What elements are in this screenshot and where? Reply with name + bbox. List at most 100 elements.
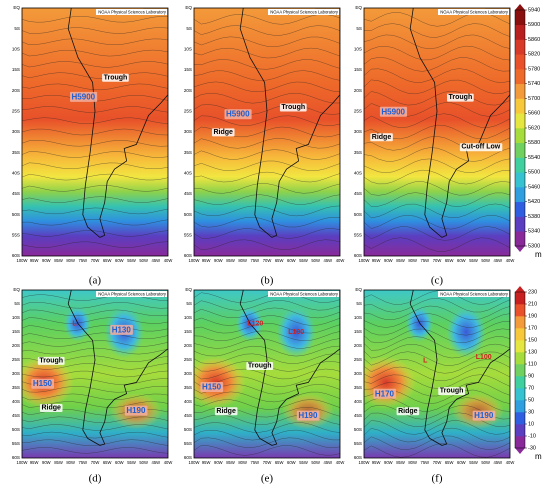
- contour-line: [364, 366, 510, 382]
- lat-label: 25S: [354, 109, 362, 114]
- contour-line: [22, 83, 168, 90]
- colorbar-segment: [515, 304, 525, 317]
- colorbar-segment: [515, 316, 525, 329]
- lon-label: 80W: [408, 460, 417, 465]
- annotation-box: [211, 128, 235, 137]
- colorbar-segment: [515, 113, 525, 129]
- coastline: [67, 8, 168, 238]
- annotation-box: [379, 106, 408, 117]
- colorbar-unit: m: [535, 250, 542, 259]
- contour-line: [364, 158, 510, 174]
- contour-line: [194, 25, 340, 36]
- lat-label: 60S: [184, 455, 192, 460]
- low-blob: [63, 305, 92, 342]
- lon-label: 70W: [433, 460, 442, 465]
- annotation-box: [472, 410, 496, 421]
- lon-label: 50W: [311, 460, 320, 465]
- lat-label: 5S: [14, 26, 20, 31]
- lat-label: 40S: [354, 399, 362, 404]
- contour-line: [194, 307, 340, 319]
- lon-label: 60W: [457, 258, 466, 263]
- lon-label: 70W: [263, 258, 272, 263]
- lon-label: 60W: [287, 460, 296, 465]
- map-panel: NOAA Physical Sciences Laboratory EQ 5S 10S…: [184, 287, 345, 485]
- colorbar-tick-label: 150: [528, 337, 537, 343]
- contour-line: [22, 151, 168, 158]
- annotation: H190: [298, 411, 318, 420]
- panel-label: (e): [261, 473, 274, 485]
- annotation-box: [438, 387, 465, 396]
- colorbar-tick-label: 5460: [528, 184, 540, 190]
- annotation: H170: [375, 389, 395, 398]
- colorbar-segment: [515, 216, 525, 232]
- contour-line: [22, 302, 168, 309]
- lat-label: 30S: [12, 371, 20, 376]
- colorbar-tick-label: 10: [528, 421, 534, 427]
- annotation: H5900: [226, 110, 250, 119]
- colorbar-segment: [515, 172, 525, 188]
- annotation: Trough: [39, 357, 63, 364]
- colorbar-segment: [515, 364, 525, 377]
- lon-label: 50W: [139, 258, 148, 263]
- lat-label: 55S: [12, 441, 20, 446]
- colorbar-tick-label: 5500: [528, 170, 540, 176]
- annotation-box: [70, 91, 98, 102]
- lat-label: EQ: [185, 5, 192, 10]
- colorbar-segment: [515, 69, 525, 85]
- lat-label: 25S: [12, 109, 20, 114]
- lat-label: 30S: [12, 129, 20, 134]
- lat-label: 40S: [12, 399, 20, 404]
- lon-label: 95W: [202, 258, 211, 263]
- lon-label: 65W: [103, 258, 112, 263]
- lat-label: 40S: [184, 171, 192, 176]
- colorbar-tick-label: 170: [528, 325, 537, 331]
- panel-label: (b): [261, 275, 274, 287]
- annotation: H190: [474, 411, 494, 420]
- colorbar-segment: [515, 400, 525, 413]
- annotation-box: [373, 388, 397, 399]
- annotation-box: [246, 361, 274, 370]
- colorbar-segment: [515, 352, 525, 365]
- colorbar-tick-label: 5740: [528, 81, 540, 87]
- lon-label: 90W: [384, 258, 393, 263]
- contour-line: [194, 239, 340, 250]
- colorbar-segment: [515, 54, 525, 70]
- lat-label: 35S: [184, 150, 192, 155]
- contour-line: [22, 230, 168, 237]
- lat-label: 5S: [356, 26, 362, 31]
- lat-label: 55S: [12, 233, 20, 238]
- contour-line: [364, 290, 510, 305]
- colorbar-tick-label: 130: [528, 349, 537, 355]
- colorbar-segment: [515, 128, 525, 144]
- lon-label: 55W: [127, 460, 136, 465]
- contour-line: [364, 336, 510, 351]
- contour-line: [22, 340, 168, 347]
- colorbar-tick-label: 5380: [528, 214, 540, 220]
- contour-line: [364, 328, 510, 344]
- contour-line: [22, 16, 168, 23]
- header-box: [438, 9, 509, 15]
- colorbar-segment: [515, 412, 525, 425]
- lat-label: 5S: [186, 26, 192, 31]
- lon-label: 75W: [79, 258, 88, 263]
- contour-line: [364, 298, 510, 313]
- contour-line: [194, 338, 340, 349]
- lon-label: 45W: [494, 460, 503, 465]
- lat-label: 35S: [12, 150, 20, 155]
- lat-label: 35S: [354, 385, 362, 390]
- contour-line: [364, 169, 510, 185]
- contour-line: [194, 36, 340, 48]
- contour-line: [22, 370, 168, 378]
- map-panel: NOAA Physical Sciences Laboratory EQ 5S 10S…: [354, 287, 515, 484]
- contour-line: [22, 317, 168, 324]
- lat-label: 30S: [354, 129, 362, 134]
- lat-label: 50S: [12, 427, 20, 432]
- lat-label: 10S: [184, 315, 192, 320]
- lon-label: 85W: [54, 460, 63, 465]
- contour-line: [194, 292, 340, 303]
- colorbar-tick-label: -10: [528, 433, 536, 439]
- contour-line: [22, 207, 168, 215]
- coastline: [409, 8, 510, 238]
- lon-label: 50W: [139, 460, 148, 465]
- lon-label: 70W: [433, 258, 442, 263]
